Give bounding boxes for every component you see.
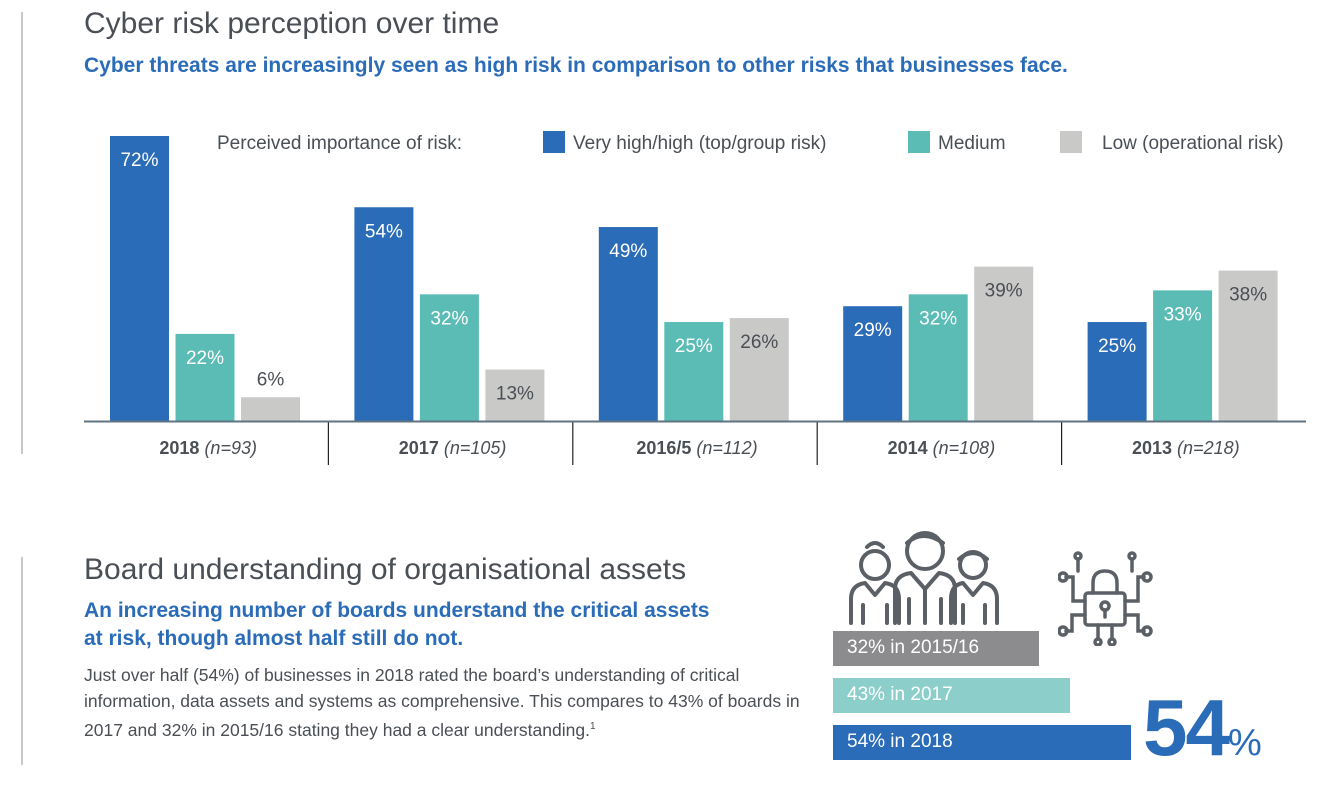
big-stat-value: 54 <box>1143 683 1230 772</box>
legend-title: Perceived importance of risk: <box>217 133 462 154</box>
bar-2018-series-0 <box>110 136 169 421</box>
bar-value-label: 39% <box>985 281 1023 302</box>
legend-label-very-high: Very high/high (top/group risk) <box>573 133 827 154</box>
bar-2017-series-1 <box>419 294 479 421</box>
bar-2014-series-1 <box>908 294 968 421</box>
body-text: Just over half (54%) of businesses in 20… <box>84 665 800 740</box>
bar-2015-16: 32% in 2015/16 <box>833 631 1039 666</box>
category-label-2013: 2013 (n=218) <box>1132 438 1240 458</box>
padlock-circuit-icon <box>1058 551 1153 646</box>
bar-value-label: 33% <box>1164 304 1202 325</box>
category-label-2018: 2018 (n=93) <box>159 438 257 458</box>
section-subtitle-board: An increasing number of boards understan… <box>84 597 710 653</box>
legend-label-low: Low (operational risk) <box>1102 133 1284 154</box>
bar-2014-series-0 <box>843 306 903 421</box>
bar-value-label: 32% <box>430 308 468 329</box>
chart-title: Cyber risk perception over time <box>84 7 500 40</box>
section-divider-bottom <box>21 557 23 765</box>
bar-2018-series-2 <box>241 397 300 421</box>
legend-label-medium: Medium <box>938 133 1006 154</box>
section-title-board: Board understanding of organisational as… <box>84 553 687 586</box>
big-stat-percent: % <box>1227 722 1262 764</box>
bar-value-label: 32% <box>919 308 957 329</box>
body-paragraph: Just over half (54%) of businesses in 20… <box>84 662 804 743</box>
footnote-marker: 1 <box>589 721 596 732</box>
bar-2016-5-series-2 <box>729 318 789 421</box>
bar-2017-series-0 <box>354 207 414 421</box>
bar-label-2015-16: 32% in 2015/16 <box>847 637 980 658</box>
bar-value-label: 6% <box>257 369 285 390</box>
section-divider-top <box>21 12 23 454</box>
bar-value-label: 26% <box>740 332 778 353</box>
category-label-2016-5: 2016/5 (n=112) <box>636 438 757 458</box>
subtitle-line-1: An increasing number of boards understan… <box>84 599 710 622</box>
bar-2018-series-1 <box>175 333 235 421</box>
bar-chart: 72% 22% 6% 2018 (n=93) 54% 32% 13% 2017 (n=105)… <box>84 136 1306 465</box>
bar-value-label: 72% <box>120 150 158 171</box>
legend-swatch-very-high <box>543 131 565 153</box>
bar-label-2017: 43% in 2017 <box>847 684 953 705</box>
chart-subtitle: Cyber threats are increasingly seen as h… <box>84 54 1068 77</box>
bar-value-label: 25% <box>1098 336 1136 357</box>
bar-2017: 43% in 2017 <box>833 678 1070 713</box>
bar-2013-series-0 <box>1087 322 1147 421</box>
bar-value-label: 22% <box>186 348 224 369</box>
subtitle-line-2: at risk, though almost half still do not… <box>84 627 464 650</box>
legend-swatch-low <box>1060 131 1082 153</box>
category-label-2017: 2017 (n=105) <box>399 438 507 458</box>
bar-value-label: 13% <box>496 384 534 405</box>
bar-label-2018: 54% in 2018 <box>847 731 953 752</box>
bar-2013-series-2 <box>1218 270 1278 421</box>
bar-value-label: 25% <box>675 336 713 357</box>
bar-2016-5-series-1 <box>664 322 724 421</box>
legend-swatch-medium <box>908 131 930 153</box>
people-group-icon <box>849 531 999 625</box>
bar-value-label: 29% <box>854 320 892 341</box>
bar-2016-5-series-0 <box>598 227 658 421</box>
bar-value-label: 38% <box>1229 285 1267 306</box>
bar-value-label: 49% <box>609 241 647 262</box>
bar-2018: 54% in 2018 <box>833 725 1131 760</box>
big-stat: 54% <box>1143 683 1262 788</box>
bar-value-label: 54% <box>365 221 403 242</box>
bar-2014-series-2 <box>974 266 1034 421</box>
category-label-2014: 2014 (n=108) <box>888 438 996 458</box>
bar-2013-series-1 <box>1153 290 1213 421</box>
bar-2017-series-2 <box>485 369 545 421</box>
